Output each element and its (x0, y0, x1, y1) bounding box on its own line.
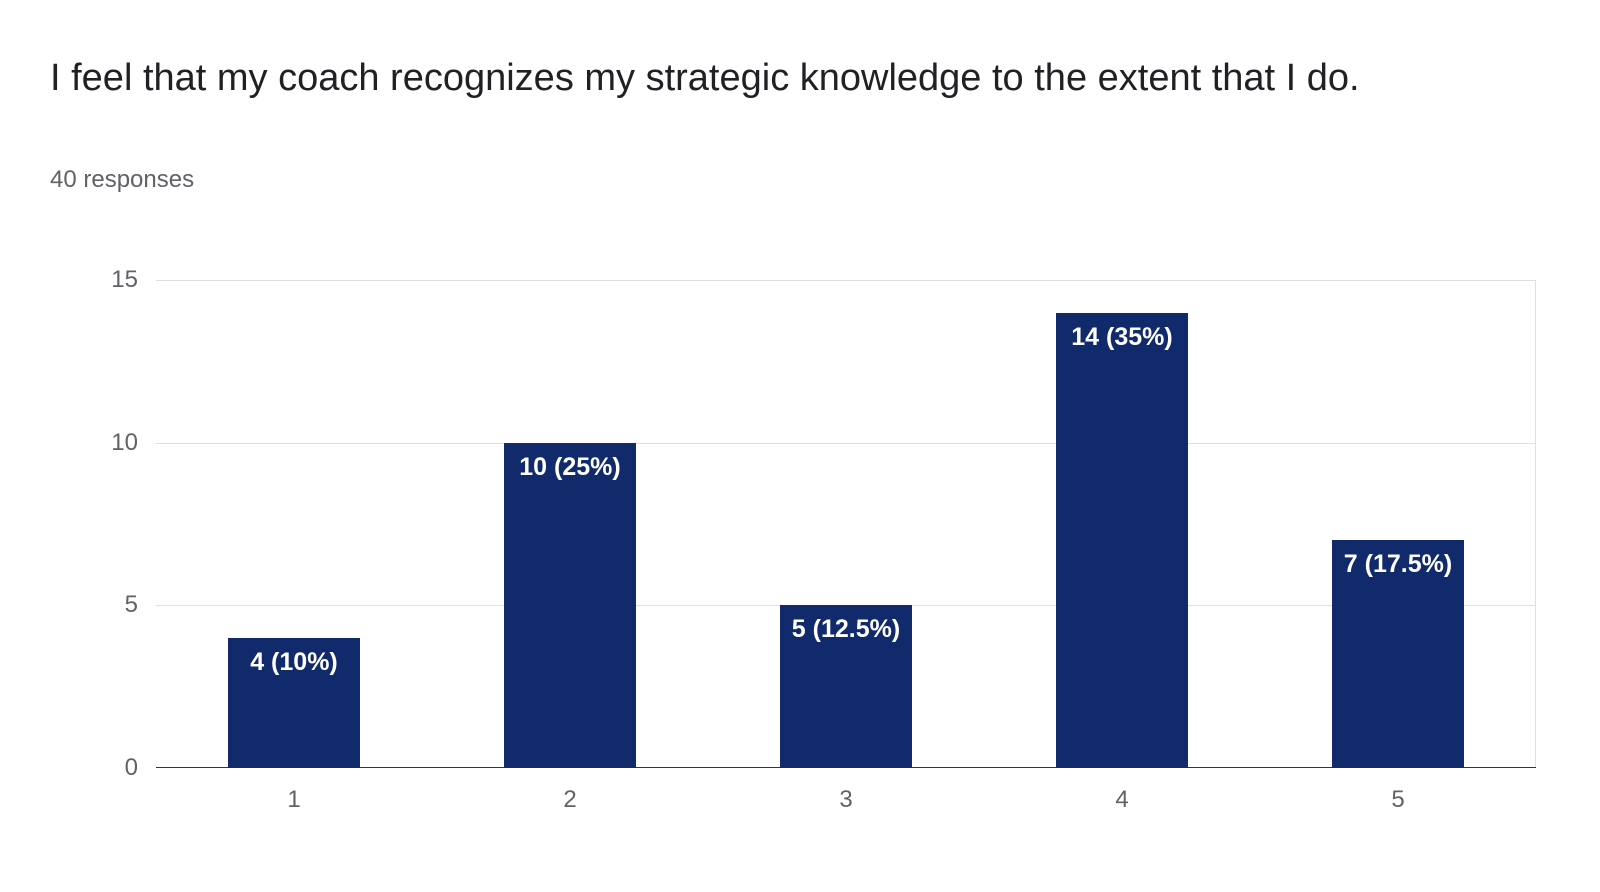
bar-value-label: 4 (10%) (250, 648, 338, 677)
bar-value-label: 7 (17.5%) (1344, 550, 1452, 579)
y-tick-label: 15 (111, 266, 156, 294)
bar-value-label: 10 (25%) (519, 453, 620, 482)
bar: 4 (10%) (228, 638, 360, 768)
chart-container: I feel that my coach recognizes my strat… (0, 0, 1600, 892)
grid-line (156, 443, 1536, 444)
chart-title: I feel that my coach recognizes my strat… (50, 54, 1470, 103)
y-tick-label: 10 (111, 429, 156, 457)
x-tick-label: 3 (839, 768, 852, 814)
x-tick-label: 1 (287, 768, 300, 814)
y-tick-label: 0 (125, 754, 156, 782)
y-tick-label: 5 (125, 591, 156, 619)
x-tick-label: 5 (1391, 768, 1404, 814)
bar: 7 (17.5%) (1332, 540, 1464, 768)
bar: 14 (35%) (1056, 313, 1188, 768)
bar-value-label: 14 (35%) (1071, 323, 1172, 352)
response-count: 40 responses (50, 166, 194, 194)
bar: 10 (25%) (504, 443, 636, 768)
x-tick-label: 2 (563, 768, 576, 814)
bar-value-label: 5 (12.5%) (792, 615, 900, 644)
grid-line (156, 280, 1536, 281)
x-tick-label: 4 (1115, 768, 1128, 814)
bar: 5 (12.5%) (780, 605, 912, 768)
bar-chart: 0510154 (10%)110 (25%)25 (12.5%)314 (35%… (156, 280, 1536, 768)
